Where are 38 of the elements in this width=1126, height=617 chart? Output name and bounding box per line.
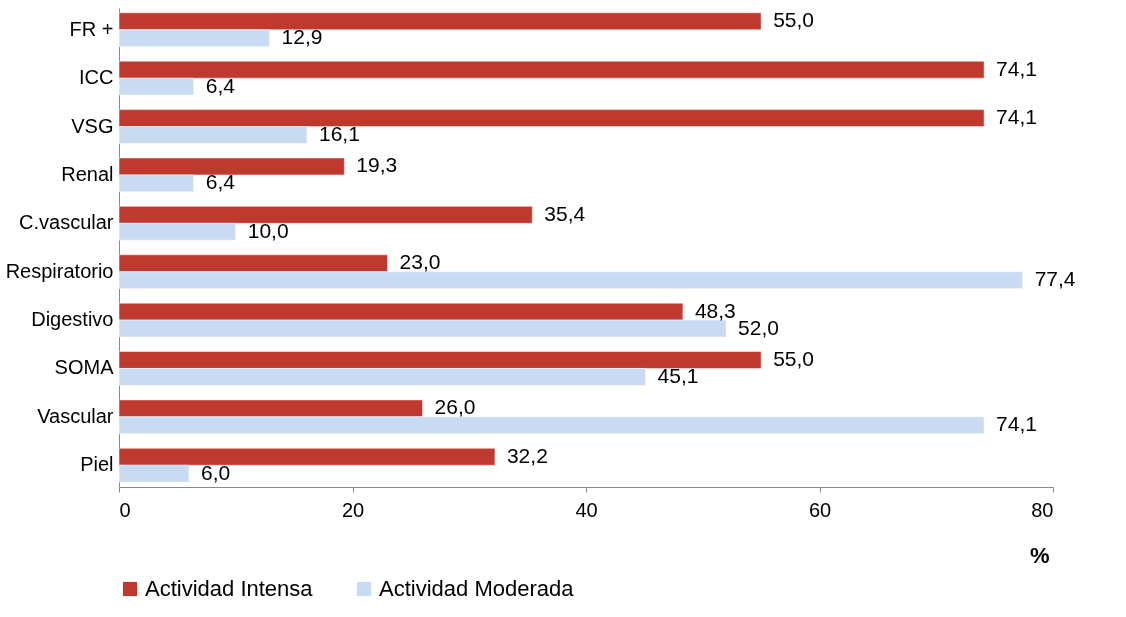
x-tick-label: 40 [575,498,598,521]
y-tick-label: FR + [69,17,114,40]
data-label: 35,4 [544,201,586,225]
data-label: 23,0 [399,250,441,274]
data-label: 55,0 [773,8,814,32]
y-tick-label: Digestivo [31,308,114,331]
y-tick-label: VSG [71,114,114,137]
data-label: 19,3 [356,153,398,177]
data-label: 55,0 [773,346,814,370]
y-tick-label: ICC [79,66,114,89]
data-label: 45,1 [657,363,699,387]
data-label: 6,4 [205,170,236,194]
data-label: 52,0 [738,315,779,339]
y-tick-label: SOMA [54,356,115,379]
x-axis-title: % [1029,542,1050,568]
data-label: 77,4 [1034,267,1076,291]
data-label: 10,0 [247,218,289,242]
legend-label: Actividad Intensa [145,576,314,601]
data-label: 16,1 [318,122,360,146]
data-label: 6,4 [205,73,236,97]
data-label: 26,0 [434,395,476,419]
legend-label: Actividad Moderada [379,576,575,601]
x-tick-label: 60 [808,498,832,521]
y-tick-label: Vascular [37,404,114,427]
data-label: 6,0 [201,460,231,484]
data-label: 74,1 [996,56,1037,80]
data-label: 48,3 [694,298,736,322]
data-label: 32,2 [506,443,548,467]
y-tick-label: Renal [61,162,114,185]
data-label: 74,1 [996,412,1037,436]
y-tick-label: Piel [80,453,114,476]
x-tick-label: 80 [1031,498,1054,521]
y-tick-label: C.vascular [19,211,114,234]
data-label: 74,1 [996,105,1037,129]
x-tick-label: 20 [341,498,365,521]
y-tick-label: Respiratorio [5,259,114,282]
data-label: 12,9 [281,25,323,49]
x-tick-label: 0 [119,498,131,521]
